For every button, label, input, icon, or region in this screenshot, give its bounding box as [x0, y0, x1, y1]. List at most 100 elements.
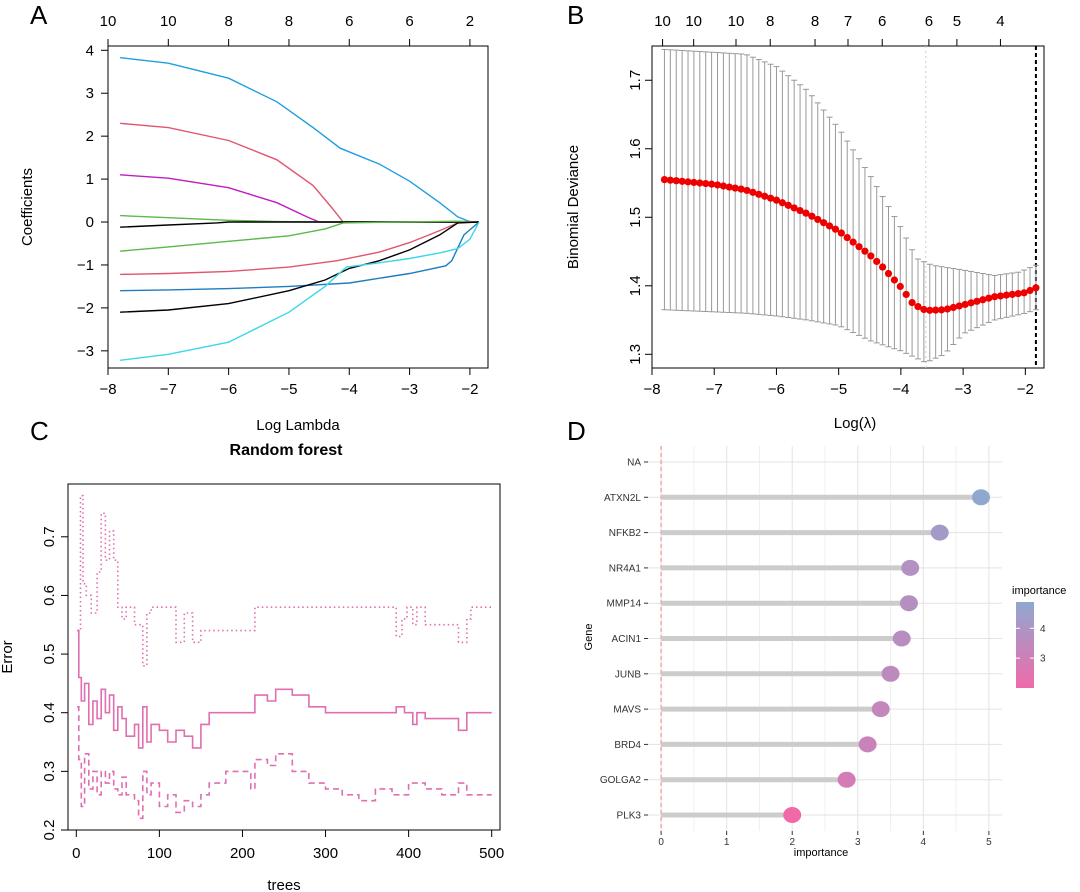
gene-label: NR4A1 — [609, 563, 642, 574]
top-tick-label: 10 — [685, 13, 702, 30]
deviance-point — [772, 196, 781, 204]
top-tick-label: 8 — [811, 13, 819, 30]
lollipop-head — [881, 665, 900, 682]
deviance-point — [708, 180, 716, 188]
top-tick-label: 2 — [466, 13, 474, 30]
top-tick-label: 8 — [224, 13, 232, 30]
legend-title: importance — [1012, 585, 1066, 597]
lollipop-head — [783, 807, 802, 823]
deviance-point — [784, 201, 792, 209]
deviance-point — [660, 175, 669, 184]
coefficient-line-9 — [120, 221, 480, 313]
deviance-point — [1032, 284, 1040, 292]
deviance-point — [943, 305, 952, 313]
coefficient-line-1 — [120, 56, 480, 223]
y-tick-label: 2 — [86, 128, 94, 145]
lollipop-head — [901, 559, 920, 576]
x-tick-label: −5 — [280, 381, 297, 398]
deviance-point — [955, 302, 963, 310]
top-tick-label: 6 — [878, 13, 886, 30]
top-tick-label: 5 — [953, 13, 961, 30]
x-tick-label: −4 — [892, 381, 909, 398]
x-tick-label: 5 — [986, 837, 992, 848]
deviance-point — [814, 215, 822, 224]
coefficient-line-10 — [120, 221, 480, 361]
lollipop-head — [899, 595, 918, 612]
x-tick-label: −3 — [401, 381, 418, 398]
deviance-point — [690, 178, 698, 187]
y-axis-label: Binomial Deviance — [565, 145, 582, 269]
y-axis: −3 −2 −1 0 1 2 3 4 — [77, 42, 108, 360]
top-axis: 10 10 8 8 6 6 2 — [100, 13, 474, 46]
gene-label: JUNB — [615, 669, 641, 680]
top-tick-label: 10 — [654, 13, 671, 30]
error-line-dotted — [77, 494, 492, 667]
deviance-point — [932, 306, 940, 314]
deviance-point — [808, 212, 816, 220]
color-bar — [1016, 602, 1034, 688]
gene-label: BRD4 — [614, 740, 641, 751]
x-tick-label: 300 — [313, 845, 338, 862]
legend-tick-label: 4 — [1040, 624, 1046, 635]
error-line-dashed — [77, 706, 492, 820]
y-axis-label: Gene — [583, 624, 595, 651]
legend-tick-label: 3 — [1040, 654, 1046, 665]
x-tick-label: 100 — [147, 845, 172, 862]
top-tick-label: 4 — [996, 13, 1004, 30]
x-axis-label: Log Lambda — [256, 417, 340, 434]
deviance-point — [996, 292, 1005, 300]
panel-d-importance-lollipop: NA ATXN2L NFKB2 NR4A1 MMP14 ACIN1 JUNB MAVS BRD4… — [583, 446, 1066, 859]
deviance-point — [1014, 289, 1022, 298]
y-tick-label: 1.4 — [627, 275, 644, 296]
top-tick-label: 8 — [285, 13, 293, 30]
x-axis: −8 −7 −6 −5 −4 −3 −2 — [99, 368, 478, 398]
deviance-point — [1008, 290, 1016, 298]
deviance-point — [666, 176, 674, 184]
gene-label: NFKB2 — [609, 528, 642, 539]
x-tick-label: −5 — [830, 381, 847, 398]
deviance-points — [660, 175, 1040, 314]
gene-label: GOLGA2 — [600, 775, 642, 786]
coefficient-line-2 — [120, 122, 479, 223]
gene-label: ACIN1 — [612, 634, 642, 645]
deviance-point — [1020, 289, 1028, 297]
deviance-point — [825, 222, 834, 230]
deviance-point — [761, 192, 769, 200]
deviance-point — [713, 181, 722, 189]
plot-frame — [67, 483, 501, 831]
deviance-point — [755, 190, 763, 198]
y-tick-label: −2 — [77, 300, 94, 317]
deviance-point — [879, 263, 887, 271]
coefficient-line-3 — [120, 174, 479, 223]
x-axis-label: trees — [267, 877, 300, 892]
deviance-point — [843, 233, 851, 242]
x-axis-label: Log(λ) — [834, 415, 877, 432]
deviance-point — [991, 293, 999, 301]
x-tick-label: −7 — [706, 381, 723, 398]
top-tick-label: 10 — [160, 13, 177, 30]
x-tick-label: 200 — [230, 845, 255, 862]
top-tick-label: 6 — [345, 13, 353, 30]
panel-c-random-forest: Random forest 0 100 200 300 400 500 0.2 0.3 0.4… — [0, 442, 504, 892]
deviance-point — [979, 296, 987, 304]
deviance-point — [837, 229, 845, 237]
panel-label-b: B — [567, 0, 584, 30]
x-axis: 0 1 2 3 4 5 — [658, 831, 992, 848]
deviance-point — [949, 303, 957, 312]
deviance-point — [914, 302, 922, 311]
y-axis: 0.2 0.3 0.4 0.5 0.6 0.7 — [41, 526, 68, 840]
x-tick-label: −4 — [341, 381, 358, 398]
deviance-point — [849, 238, 857, 246]
coefficient-line-7 — [120, 221, 479, 276]
deviance-point — [855, 243, 863, 251]
y-tick-label: 0.3 — [41, 761, 58, 782]
x-tick-label: −2 — [1017, 381, 1034, 398]
deviance-point — [719, 182, 728, 190]
error-line-solid — [77, 629, 492, 749]
deviance-point — [820, 219, 828, 227]
y-tick-label: 4 — [86, 42, 94, 59]
y-tick-label: 0.6 — [41, 585, 58, 606]
deviance-point — [861, 247, 869, 255]
x-axis-label: importance — [794, 847, 848, 859]
lollipop-head — [837, 771, 856, 788]
